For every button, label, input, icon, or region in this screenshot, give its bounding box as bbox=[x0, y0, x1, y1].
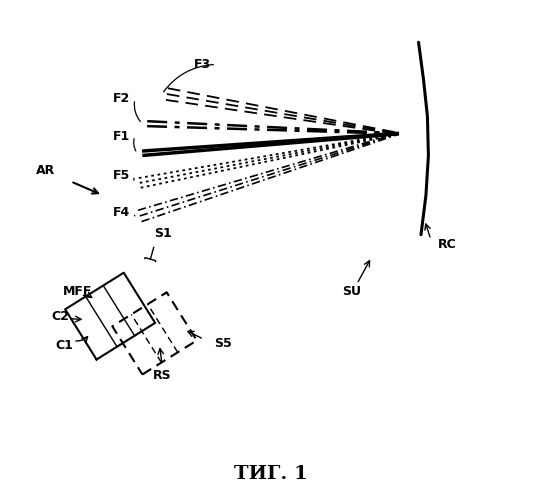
Text: F1: F1 bbox=[113, 130, 130, 143]
Text: S5: S5 bbox=[214, 337, 232, 350]
Text: RS: RS bbox=[153, 369, 171, 382]
Text: AR: AR bbox=[36, 164, 55, 177]
Text: S1: S1 bbox=[155, 227, 172, 240]
Text: F5: F5 bbox=[113, 169, 130, 182]
Text: ΤИГ. 1: ΤИГ. 1 bbox=[234, 465, 307, 483]
Text: F2: F2 bbox=[113, 92, 130, 105]
Text: F3: F3 bbox=[194, 58, 212, 71]
Text: F4: F4 bbox=[113, 206, 130, 219]
Text: C1: C1 bbox=[56, 339, 74, 352]
Text: RC: RC bbox=[438, 238, 457, 251]
Text: SU: SU bbox=[342, 285, 361, 298]
Text: C2: C2 bbox=[51, 309, 69, 323]
Text: MFF: MFF bbox=[63, 285, 93, 298]
